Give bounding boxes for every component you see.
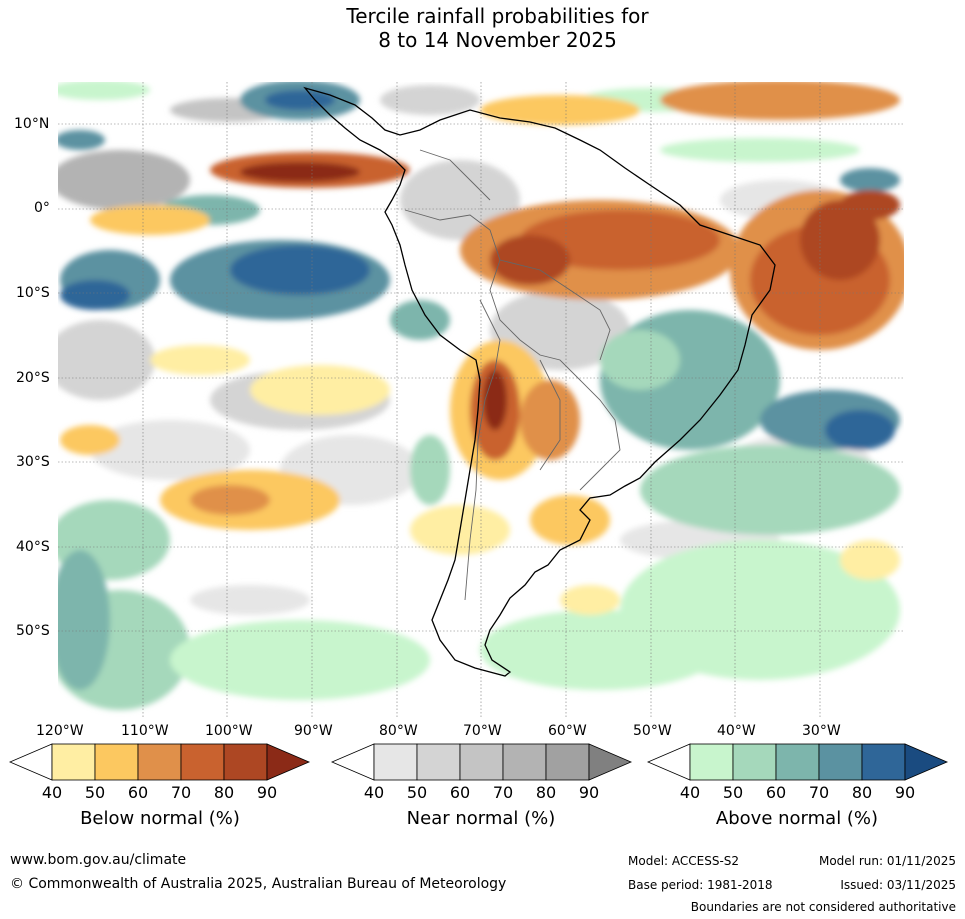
near-tick: 60 — [449, 783, 471, 802]
above-tick: 50 — [722, 783, 744, 802]
lon-label: 80°W — [379, 723, 418, 739]
below-colorbar-swatch — [180, 743, 225, 781]
near-tick: 90 — [578, 783, 600, 802]
map-title-line1: Tercile rainfall probabilities for — [346, 4, 649, 28]
boundaries-disclaimer: Boundaries are not considered authoritat… — [690, 900, 956, 914]
below-tick: 80 — [213, 783, 235, 802]
below-colorbar-title: Below normal (%) — [80, 808, 240, 829]
near-colorbar-swatch — [545, 743, 590, 781]
near-colorbar-swatch — [459, 743, 504, 781]
lon-label: 50°W — [633, 723, 672, 739]
lon-label: 30°W — [802, 723, 841, 739]
near-colorbar-swatch — [416, 743, 461, 781]
above-colorbar-swatch — [775, 743, 820, 781]
lat-label: 0° — [34, 200, 50, 216]
copyright-text: © Commonwealth of Australia 2025, Austra… — [10, 876, 507, 892]
above-tick: 40 — [679, 783, 701, 802]
near-colorbar-title: Near normal (%) — [406, 808, 556, 829]
lat-label: 30°S — [16, 454, 50, 470]
above-tick: 60 — [765, 783, 787, 802]
below-colorbar-high-end — [266, 743, 311, 781]
below-tick: 60 — [127, 783, 149, 802]
below-colorbar-swatch — [94, 743, 139, 781]
lon-label: 120°W — [36, 723, 84, 739]
above-tick: 70 — [808, 783, 830, 802]
near-tick: 50 — [406, 783, 428, 802]
lat-label: 40°S — [16, 539, 50, 555]
below-tick: 70 — [170, 783, 192, 802]
near-tick: 70 — [492, 783, 514, 802]
near-colorbar-high-end — [588, 743, 633, 781]
model-run-date: Model run: 01/11/2025 — [818, 854, 956, 868]
lat-label: 20°S — [16, 370, 50, 386]
above-colorbar-swatch — [818, 743, 863, 781]
above-tick: 80 — [851, 783, 873, 802]
near-colorbar-swatch — [373, 743, 418, 781]
below-colorbar-swatch — [137, 743, 182, 781]
above-colorbar-title: Above normal (%) — [715, 808, 879, 829]
near-colorbar-low-end — [330, 743, 375, 781]
above-colorbar-high-end — [904, 743, 949, 781]
model-name: Model: ACCESS-S2 — [628, 854, 740, 868]
issued-date: Issued: 03/11/2025 — [840, 878, 956, 892]
lat-label: 50°S — [16, 623, 50, 639]
below-tick: 40 — [41, 783, 63, 802]
above-colorbar-swatch — [732, 743, 777, 781]
near-colorbar-swatch — [502, 743, 547, 781]
below-colorbar-swatch — [51, 743, 96, 781]
lon-label: 40°W — [717, 723, 756, 739]
above-colorbar-swatch — [861, 743, 906, 781]
lon-label: 100°W — [205, 723, 253, 739]
map-field — [58, 82, 904, 717]
lat-label: 10°S — [16, 285, 50, 301]
near-tick: 80 — [535, 783, 557, 802]
colorbars — [8, 743, 949, 781]
lon-label: 90°W — [294, 723, 333, 739]
below-tick: 90 — [256, 783, 278, 802]
lon-label: 60°W — [548, 723, 587, 739]
base-period: Base period: 1981-2018 — [628, 878, 773, 892]
near-tick: 40 — [363, 783, 385, 802]
website-link[interactable]: www.bom.gov.au/climate — [10, 852, 187, 868]
below-tick: 50 — [84, 783, 106, 802]
coastline — [303, 86, 776, 677]
map-title-line2: 8 to 14 November 2025 — [378, 28, 617, 52]
lat-label: 10°N — [14, 116, 50, 132]
above-colorbar-low-end — [646, 743, 691, 781]
below-colorbar-swatch — [223, 743, 268, 781]
lon-label: 110°W — [121, 723, 169, 739]
below-colorbar-low-end — [8, 743, 53, 781]
country-borders — [404, 149, 621, 601]
above-tick: 90 — [894, 783, 916, 802]
above-colorbar-swatch — [689, 743, 734, 781]
lon-label: 70°W — [463, 723, 502, 739]
